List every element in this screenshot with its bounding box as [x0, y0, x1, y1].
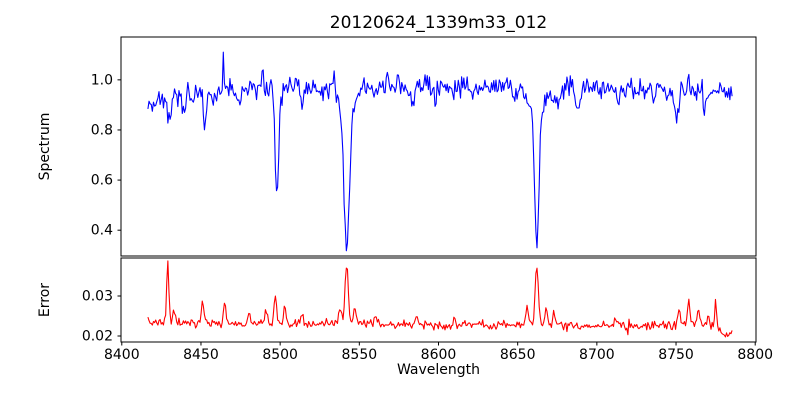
spectrum-y-tick-label: 0.8: [91, 122, 113, 138]
data-layer: [147, 51, 733, 338]
x-tick-label: 8650: [500, 347, 536, 363]
spectrum-y-tick-label: 0.6: [91, 173, 113, 189]
error-y-tick-label: 0.02: [82, 329, 113, 345]
x-tick-label: 8550: [342, 347, 378, 363]
spectrum-panel-frame: [120, 36, 757, 257]
spectrum-y-tick-label: 1.0: [91, 72, 113, 88]
error-y-axis-label: Error: [37, 283, 53, 317]
x-tick-label: 8700: [579, 347, 615, 363]
spectrum-y-tick-label: 0.4: [91, 223, 113, 239]
error-line: [147, 260, 733, 338]
x-tick-label: 8400: [104, 347, 140, 363]
error-panel-frame: [120, 257, 757, 343]
x-tick-label: 8750: [658, 347, 694, 363]
x-tick-label: 8800: [737, 347, 773, 363]
x-tick-label: 8450: [183, 347, 219, 363]
axes-layer: 0.4 0.6 0.8 1.0 0.02 0.03 8400 8450 8500 8550 8600…: [82, 36, 773, 363]
x-tick-label: 8500: [262, 347, 298, 363]
spectrum-line: [147, 51, 733, 252]
x-tick-label: 8600: [421, 347, 457, 363]
error-y-tick-label: 0.03: [82, 289, 113, 305]
x-axis-label: Wavelength: [397, 362, 480, 378]
chart-title: 20120624_1339m33_012: [330, 13, 547, 33]
spectrum-y-axis-label: Spectrum: [37, 113, 53, 181]
